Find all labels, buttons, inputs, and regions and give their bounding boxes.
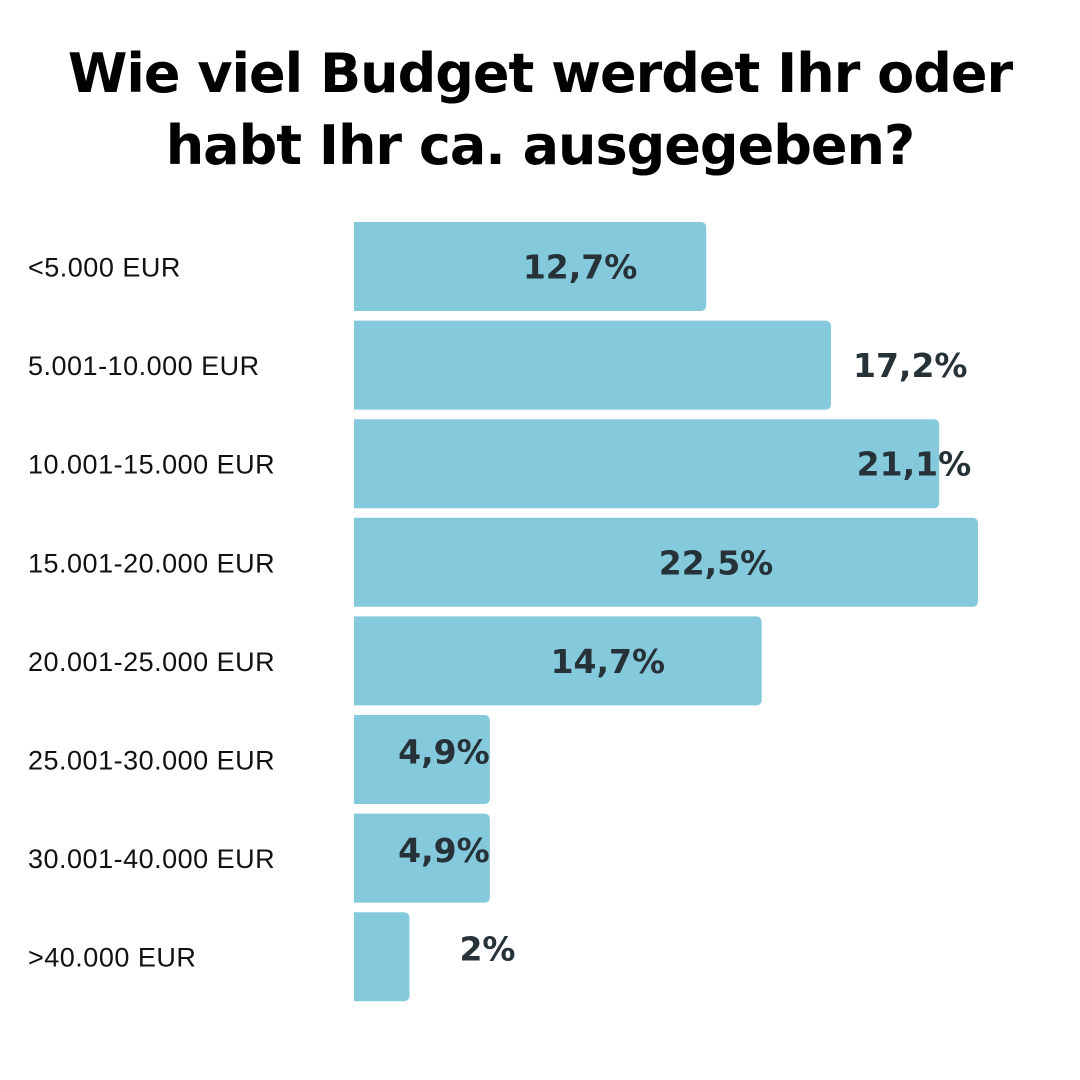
bar-row: 15.001-20.000 EUR 22,5% xyxy=(28,517,978,607)
data-label: 17,2% xyxy=(853,346,968,385)
category-label: >40.000 EUR xyxy=(28,943,196,973)
bar xyxy=(354,419,940,509)
bar-row: 5.001-10.000 EUR 17,2% xyxy=(28,320,968,410)
data-label: 14,7% xyxy=(551,642,666,681)
bar-row: 20.001-25.000 EUR 14,7% xyxy=(28,616,762,706)
category-label: 30.001-40.000 EUR xyxy=(28,844,275,874)
data-label: 12,7% xyxy=(523,248,638,287)
chart-title: Wie viel Budget werdet Ihr oder habt Ihr… xyxy=(0,38,1080,182)
category-label: 15.001-20.000 EUR xyxy=(28,548,275,578)
bar xyxy=(354,320,832,410)
bar-row: >40.000 EUR 2% xyxy=(28,912,515,1002)
bar xyxy=(354,813,490,903)
bar xyxy=(354,517,978,607)
category-label: 25.001-30.000 EUR xyxy=(28,746,275,776)
bar-row: 25.001-30.000 EUR 4,9% xyxy=(28,715,490,804)
chart-title-line-1: Wie viel Budget werdet Ihr oder xyxy=(67,42,1013,105)
bar xyxy=(354,222,707,311)
category-label: 5.001-10.000 EUR xyxy=(28,351,260,381)
data-label: 4,9% xyxy=(398,831,490,870)
chart-title-line-2: habt Ihr ca. ausgegeben? xyxy=(165,114,916,177)
bar xyxy=(354,616,762,706)
bar-row: 30.001-40.000 EUR 4,9% xyxy=(28,813,490,903)
category-label: <5.000 EUR xyxy=(28,253,181,283)
category-label: 10.001-15.000 EUR xyxy=(28,450,275,480)
data-label: 2% xyxy=(459,930,515,969)
data-label: 22,5% xyxy=(659,543,774,582)
category-label: 20.001-25.000 EUR xyxy=(28,647,275,677)
bar xyxy=(354,912,410,1002)
data-label: 4,9% xyxy=(398,733,490,772)
data-label: 21,1% xyxy=(857,445,972,484)
bar-row: <5.000 EUR 12,7% xyxy=(28,222,707,311)
bar xyxy=(354,715,490,804)
bar-row: 10.001-15.000 EUR 21,1% xyxy=(28,419,972,509)
